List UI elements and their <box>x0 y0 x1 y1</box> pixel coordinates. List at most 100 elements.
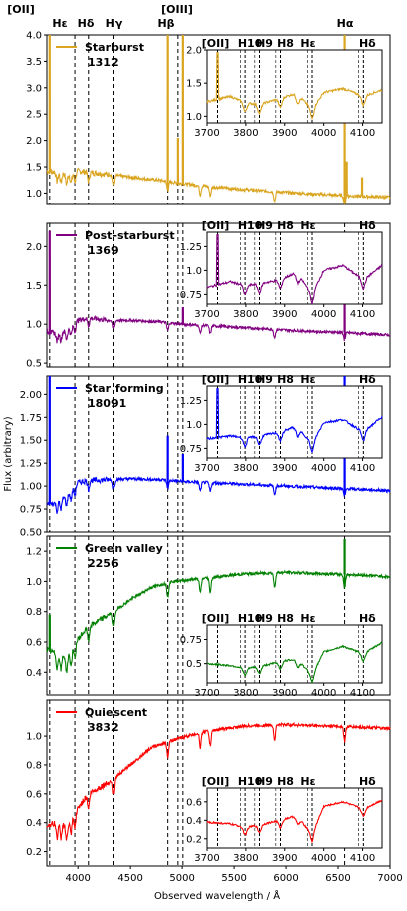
inset: 0.75 1.0 1.25 3700 3800 3900 4000 4100 <box>180 385 383 474</box>
y-tick-label: 0.5 <box>26 359 42 370</box>
y-tick-label: 1.0 <box>26 320 42 331</box>
legend-count: 2256 <box>88 557 119 570</box>
spectrum-line <box>46 721 391 841</box>
panel-starburst: 1.0 1.5 2.0 2.5 3.0 3.5 4.0 Starburst 1312 1.0 1.5… <box>26 31 391 205</box>
inset-y-tick-label: 1.25 <box>180 396 202 407</box>
inset-frame <box>206 385 383 459</box>
y-tick-label: 2.5 <box>26 110 42 121</box>
inset-line-label: H9 <box>256 37 273 50</box>
x-axis-label: Observed wavelength / Å <box>154 889 280 902</box>
panel-frame <box>46 222 391 368</box>
inset-x-tick-label: 3800 <box>233 128 258 139</box>
spectrum-line <box>46 538 391 674</box>
inset-x-tick-label: 4000 <box>311 688 336 699</box>
inset-x-tick-label: 4000 <box>311 853 336 864</box>
x-tick-label: 7000 <box>377 873 402 884</box>
x-tick-label: 4000 <box>65 873 90 884</box>
inset: 0.2 0.4 0.6 3700 3800 3900 4000 4100 <box>186 787 383 864</box>
inset-x-tick-label: 3700 <box>194 463 219 474</box>
inset-x-tick-label: 3700 <box>194 688 219 699</box>
inset-line-label: H8 <box>277 219 294 232</box>
inset-x-tick-label: 4000 <box>311 309 336 320</box>
inset-x-tick-label: 4100 <box>350 128 375 139</box>
inset-line-label: Hδ <box>359 612 376 625</box>
inset-line-label: Hε <box>300 775 315 788</box>
legend-name: Post-starburst <box>85 229 175 242</box>
panel-quiescent: 0.2 0.4 0.6 0.8 1.0 Quiescent 3832 0.2 0.4 0.6 370… <box>26 699 391 867</box>
y-tick-label: 0.4 <box>26 818 42 829</box>
inset-y-tick-label: 1.0 <box>186 112 202 123</box>
inset-y-tick-label: 1.0 <box>186 266 202 277</box>
y-tick-label: 1.5 <box>26 281 42 292</box>
y-tick-label: 4.0 <box>26 31 42 42</box>
y-tick-label: 1.75 <box>20 413 42 424</box>
inset-spectrum-line <box>206 52 383 121</box>
spectrum-line <box>46 376 391 514</box>
y-tick-label: 3.5 <box>26 57 42 68</box>
inset-y-tick-label: 0.4 <box>186 816 202 827</box>
inset-spectrum-line <box>206 799 383 844</box>
y-tick-label: 1.0 <box>26 732 42 743</box>
inset-x-tick-label: 3800 <box>233 463 258 474</box>
x-tick-label: 5000 <box>169 873 194 884</box>
panel-frame <box>46 699 391 867</box>
panel-frame <box>46 34 391 205</box>
inset-line-label: H9 <box>256 373 273 386</box>
inset-x-tick-label: 4000 <box>311 463 336 474</box>
inset-x-tick-label: 3900 <box>272 853 297 864</box>
inset-line-label: H9 <box>256 612 273 625</box>
x-tick-label: 5500 <box>221 873 246 884</box>
inset-frame <box>206 49 383 124</box>
y-tick-label: 1.25 <box>20 459 42 470</box>
inset-y-tick-label: 0.2 <box>186 834 202 845</box>
legend-name: Green valley <box>85 542 163 555</box>
y-tick-label: 0.8 <box>26 760 42 771</box>
legend-count: 1369 <box>88 244 119 257</box>
x-tick-label: 6000 <box>273 873 298 884</box>
top-line-label: Hα <box>337 17 354 30</box>
top-line-label: [OII] <box>7 3 35 16</box>
inset-line-label: H10 <box>238 775 263 788</box>
y-tick-label: 0.6 <box>26 638 42 649</box>
top-line-label: Hε <box>52 17 67 30</box>
inset-x-tick-label: 4100 <box>350 309 375 320</box>
inset-line-label: Hδ <box>359 775 376 788</box>
inset-line-label: Hε <box>300 219 315 232</box>
top-line-label: Hδ <box>78 17 95 30</box>
inset: 0.75 1.0 1.25 3700 3800 3900 4000 4100 <box>180 231 383 320</box>
y-tick-label: 0.8 <box>26 607 42 618</box>
inset-x-tick-label: 4100 <box>350 853 375 864</box>
spectrum-line <box>46 35 391 205</box>
y-tick-label: 0.50 <box>20 528 42 539</box>
inset-x-tick-label: 3700 <box>194 853 219 864</box>
inset-line-label: [OII] <box>202 373 230 386</box>
y-tick-label: 1.0 <box>26 577 42 588</box>
inset-line-label: Hε <box>300 37 315 50</box>
inset-y-tick-label: 2.0 <box>186 46 202 57</box>
inset-x-tick-label: 4100 <box>350 463 375 474</box>
inset-line-label: H8 <box>277 37 294 50</box>
inset-line-label: Hε <box>300 612 315 625</box>
y-tick-label: 1.00 <box>20 482 42 493</box>
inset-y-tick-label: 0.6 <box>186 797 202 808</box>
legend-name: Star forming <box>85 382 164 395</box>
legend-count: 18091 <box>88 397 126 410</box>
panel-frame <box>46 375 391 533</box>
inset-y-tick-label: 1.5 <box>186 79 202 90</box>
inset-line-label: Hε <box>300 373 315 386</box>
y-tick-label: 0.4 <box>26 668 42 679</box>
y-tick-label: 1.2 <box>26 547 42 558</box>
inset-frame <box>206 624 383 684</box>
y-tick-label: 0.75 <box>20 505 42 516</box>
inset-line-label: Hδ <box>359 37 376 50</box>
legend-count: 1312 <box>88 56 119 69</box>
y-axis-label: Flux (arbitrary) <box>3 416 14 491</box>
legend-count: 3832 <box>88 721 119 734</box>
inset-x-tick-label: 3900 <box>272 688 297 699</box>
inset-x-tick-label: 3700 <box>194 309 219 320</box>
inset-x-tick-label: 4000 <box>311 128 336 139</box>
inset: 1.0 1.5 2.0 3700 3800 3900 4000 4100 <box>186 46 383 139</box>
y-tick-label: 2.0 <box>26 136 42 147</box>
inset-spectrum-line <box>206 388 383 454</box>
